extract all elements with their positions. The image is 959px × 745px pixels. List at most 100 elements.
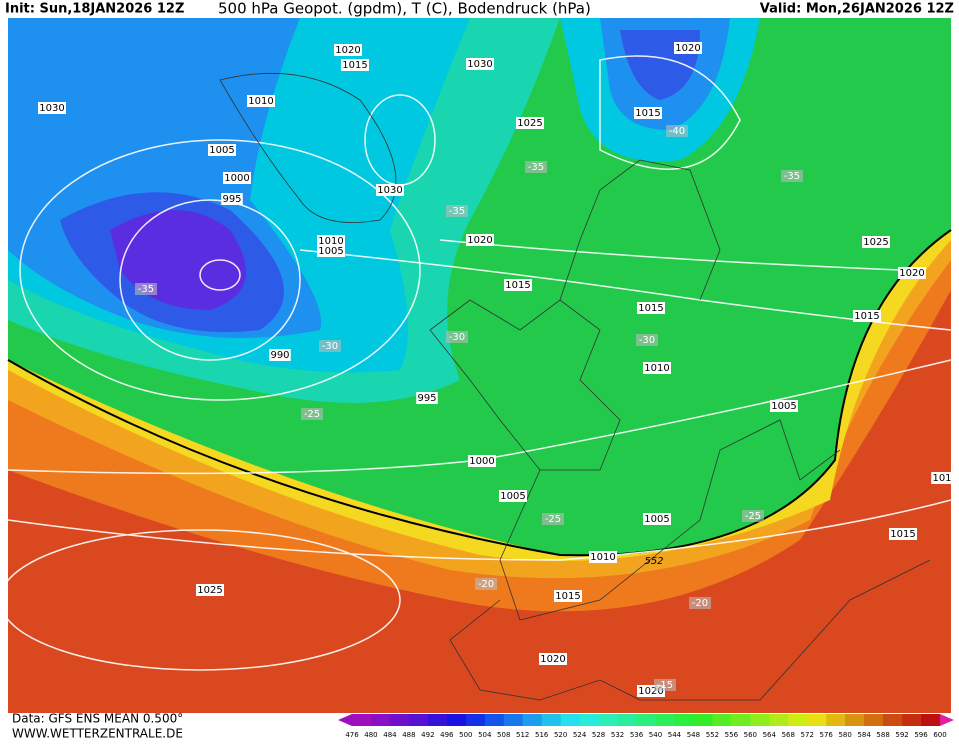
temperature-label-box (525, 161, 547, 173)
isobar-label: 1015 (890, 529, 915, 540)
temperature-label-box (689, 597, 711, 609)
isobar-label-box (317, 245, 345, 257)
colorbar-label: 588 (876, 731, 889, 739)
isobar-label-box (516, 117, 544, 129)
colorbar-label: 540 (649, 731, 662, 739)
isobar-label-box (221, 193, 243, 205)
isobar-label: 1010 (248, 96, 273, 107)
temperature-label: -20 (478, 579, 494, 590)
temperature-label-box (135, 283, 157, 295)
isobar-label-box (466, 234, 494, 246)
isobar-label-box (247, 95, 275, 107)
colorbar-arrow-low (338, 714, 352, 726)
colorbar-swatch (674, 714, 694, 726)
colorbar-swatch (370, 714, 391, 726)
colorbar-swatch (731, 714, 751, 726)
colorbar-swatch (655, 714, 675, 726)
isobar-label-box (468, 455, 496, 467)
temperature-label-box (636, 334, 658, 346)
colorbar-label: 532 (611, 731, 624, 739)
valid-time: Valid: Mon,26JAN2026 12Z (760, 2, 954, 17)
isobar-label: 1005 (644, 514, 669, 525)
init-time: Init: Sun,18JAN2026 12Z (5, 2, 184, 17)
isobar-label-box (341, 59, 369, 71)
isobar-label-box (637, 302, 665, 314)
colorbar-swatch (617, 714, 638, 726)
colorbar-swatch (484, 714, 505, 726)
isobar-label: 1015 (635, 108, 660, 119)
isobar-label: 1025 (197, 585, 222, 596)
colorbar-swatch (598, 714, 619, 726)
colorbar-label: 552 (706, 731, 719, 739)
colorbar-swatch (921, 714, 941, 726)
colorbar-swatch (503, 714, 524, 726)
colorbar-label: 524 (573, 731, 587, 739)
colorbar-label: 520 (554, 731, 567, 739)
isobar-label-box (770, 400, 798, 412)
isobar-label: 1005 (209, 145, 234, 156)
isobar-label: 1030 (467, 59, 492, 70)
isobar-label-box (317, 235, 345, 247)
isobar-label: 1000 (224, 173, 249, 184)
colorbar-label: 500 (459, 731, 472, 739)
isobar-label: 1020 (638, 686, 663, 697)
isobar-label-box (223, 172, 251, 184)
isobar-label-box (208, 144, 236, 156)
temperature-label: -35 (138, 284, 154, 295)
isobar-label: 1020 (467, 235, 492, 246)
temperature-label: -30 (449, 332, 465, 343)
temperature-label: -25 (304, 409, 320, 420)
isobar-label: 1000 (469, 456, 494, 467)
isobar-label: 1015 (505, 280, 530, 291)
isobar-label-box (466, 58, 494, 70)
temperature-label: -25 (745, 511, 761, 522)
isobar-label-box (931, 472, 953, 484)
isobar-label: 990 (270, 350, 289, 361)
colorbar-label: 584 (857, 731, 871, 739)
isobar-label-box (196, 584, 224, 596)
colorbar-label: 580 (838, 731, 851, 739)
isobar-label: 1010 (590, 552, 615, 563)
colorbar-label: 488 (402, 731, 415, 739)
colorbar-label: 568 (782, 731, 795, 739)
colorbar-label: 596 (914, 731, 928, 739)
colorbar-label: 576 (820, 731, 834, 739)
isobar-label-box (643, 513, 671, 525)
colorbar-label: 476 (345, 731, 359, 739)
colorbar-swatch (541, 714, 562, 726)
colorbar-swatch (693, 714, 713, 726)
isobar-label: 1030 (377, 185, 402, 196)
temperature-label: -30 (639, 335, 655, 346)
temperature-label-box (654, 679, 676, 691)
isobar-label: 1005 (500, 491, 525, 502)
colorbar-label: 536 (630, 731, 644, 739)
isobar-label-box (269, 349, 291, 361)
isobar-label-box (416, 392, 438, 404)
isobar-label: 1005 (318, 246, 343, 257)
isobar-label: 1015 (854, 311, 879, 322)
colorbar-swatch (712, 714, 732, 726)
colorbar: 476 480 484 488 492 496 500 504 508 512 516 520 524 5… (338, 714, 954, 739)
temperature-label-box (301, 408, 323, 420)
temperature-label-box (742, 510, 764, 522)
colorbar-label: 544 (668, 731, 682, 739)
colorbar-label: 564 (763, 731, 777, 739)
isobar-label-box (376, 184, 404, 196)
isobar-label: 1020 (899, 268, 924, 279)
temperature-label-box (319, 340, 341, 352)
isobar-label: 1020 (335, 45, 360, 56)
isobar-label-box (643, 362, 671, 374)
temperature-label: -15 (657, 680, 673, 691)
colorbar-swatch (845, 714, 865, 726)
isobar-label-box (674, 42, 702, 54)
temperature-label: -35 (784, 171, 800, 182)
colorbar-label: 484 (383, 731, 397, 739)
map-title: 500 hPa Geopot. (gpdm), T (C), Bodendruc… (218, 0, 591, 18)
colorbar-swatch (636, 714, 656, 726)
temperature-label-box (542, 513, 564, 525)
geopotential-label: 552 (644, 556, 663, 567)
colorbar-swatch (446, 714, 467, 726)
colorbar-swatch (389, 714, 410, 726)
temperature-label: -20 (692, 598, 708, 609)
isobar-label: 1025 (863, 237, 888, 248)
